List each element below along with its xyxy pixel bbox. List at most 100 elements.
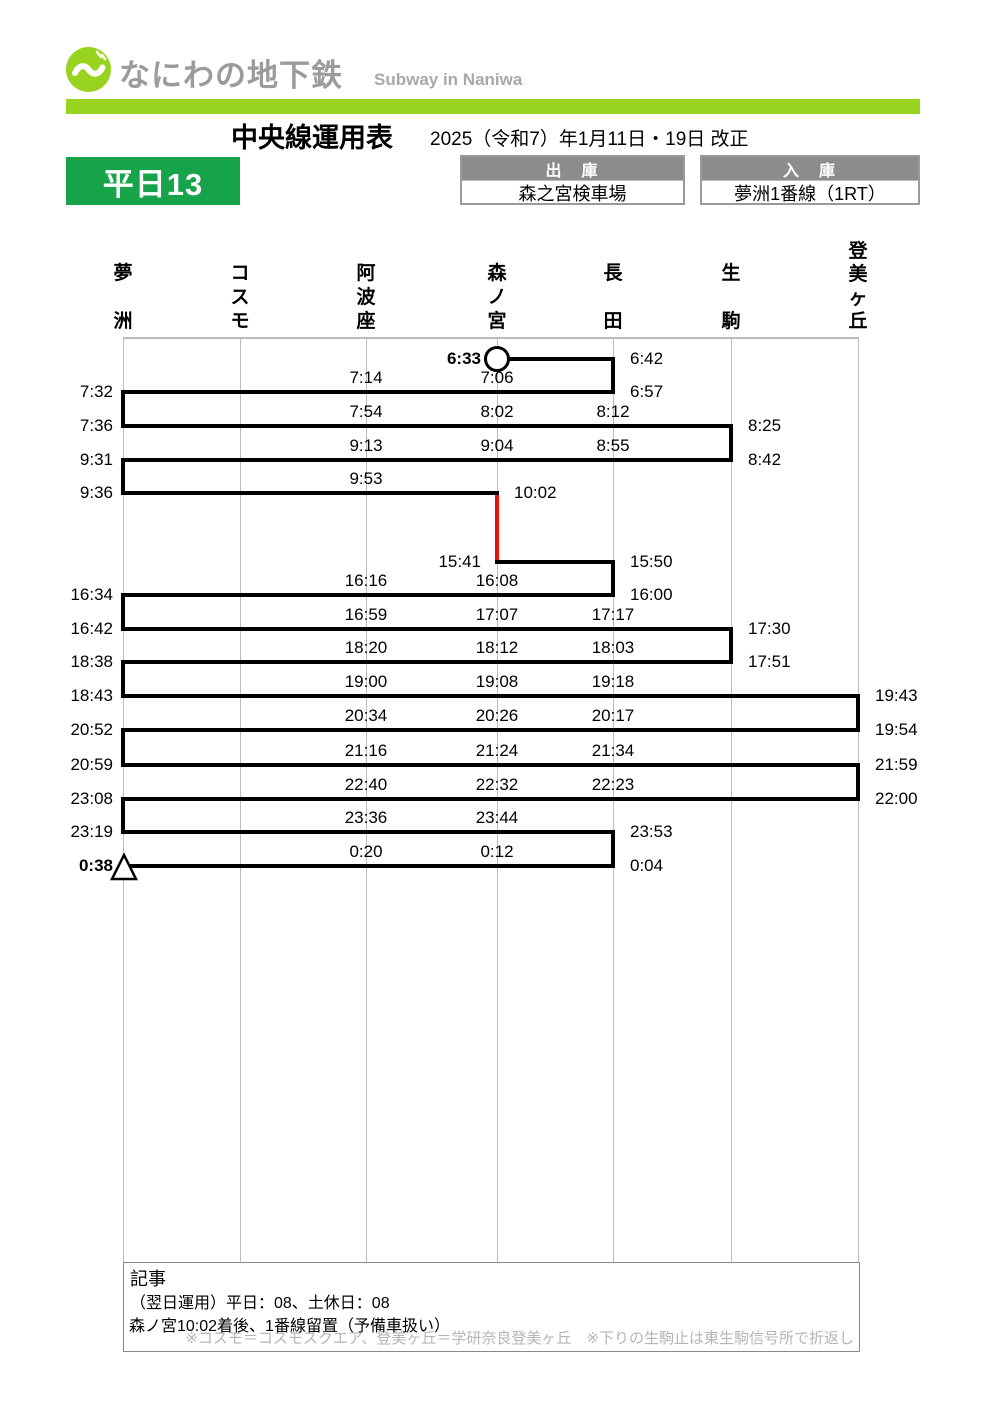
connector-line [121, 458, 125, 495]
time-label: 21:59 [875, 755, 918, 774]
depot-in-header: 入 庫 [702, 157, 918, 180]
run-line [495, 560, 615, 564]
time-label: 0:38 [78, 856, 113, 875]
duty-badge: 平日13 [66, 157, 240, 205]
start-circle-icon [484, 346, 510, 372]
time-label: 21:16 [344, 741, 388, 760]
run-line [121, 627, 733, 631]
station-label: 夢洲 [113, 263, 133, 332]
time-label: 21:24 [475, 741, 519, 760]
connector-line [729, 424, 733, 462]
time-label: 22:32 [475, 775, 519, 794]
run-line [121, 694, 860, 698]
connector-line [121, 797, 125, 834]
time-label: 15:50 [630, 552, 673, 571]
time-label: 23:19 [70, 822, 113, 841]
time-label: 19:43 [875, 686, 918, 705]
time-label: 20:34 [344, 706, 388, 725]
time-label: 18:38 [70, 652, 113, 671]
connector-line [856, 763, 860, 801]
end-triangle-icon [109, 853, 139, 881]
time-label: 16:08 [475, 571, 519, 590]
connector-line [121, 660, 125, 698]
run-line [121, 491, 499, 495]
time-label: 23:08 [70, 789, 113, 808]
connector-line [121, 390, 125, 428]
station-label: 生駒 [721, 263, 741, 332]
time-label: 22:40 [344, 775, 388, 794]
time-label: 23:36 [344, 808, 388, 827]
time-label: 20:59 [70, 755, 113, 774]
time-label: 19:00 [344, 672, 388, 691]
notes-line: 森ノ宮10:02着後、1番線留置（予備車扱い） [129, 1318, 450, 1335]
time-label: 16:42 [70, 619, 113, 638]
time-label: 8:02 [480, 402, 514, 421]
time-label: 7:36 [79, 416, 113, 435]
notes-box: 記事 （翌日運用）平日：08、土休日：08 森ノ宮10:02着後、1番線留置（予… [123, 1262, 860, 1352]
time-label: 23:44 [475, 808, 519, 827]
time-label: 20:52 [70, 720, 113, 739]
page-title: 中央線運用表 [231, 123, 393, 153]
notes-line: （翌日運用）平日：08、土休日：08 [130, 1295, 390, 1312]
notes-title: 記事 [130, 1269, 166, 1289]
time-label: 18:12 [475, 638, 519, 657]
time-label: 9:36 [79, 483, 113, 502]
depot-in-box: 入 庫 夢洲1番線（1RT） [700, 155, 920, 205]
station-label: 登美ヶ丘 [848, 241, 868, 332]
diagram-top-border [123, 337, 858, 339]
depot-out-header: 出 庫 [462, 157, 683, 180]
time-label: 0:12 [480, 842, 514, 861]
brand-name: なにわの地下鉄 [119, 58, 343, 93]
revision-note: 2025（令和7）年1月11日・19日 改正 [430, 129, 749, 150]
time-label: 19:08 [475, 672, 519, 691]
run-line [121, 763, 860, 767]
time-label: 7:32 [79, 382, 113, 401]
time-label: 21:34 [591, 741, 635, 760]
time-label: 16:16 [344, 571, 388, 590]
time-label: 8:42 [748, 450, 782, 469]
time-label: 6:57 [630, 382, 664, 401]
time-label: 10:02 [514, 483, 557, 502]
time-label: 9:53 [349, 469, 383, 488]
time-label: 8:55 [596, 436, 630, 455]
station-label: コスモ [230, 263, 250, 332]
connector-line [121, 728, 125, 767]
connector-line [611, 560, 615, 597]
brand-bar [66, 99, 920, 114]
time-label: 0:04 [630, 856, 664, 875]
time-label: 16:00 [630, 585, 673, 604]
time-label: 19:54 [875, 720, 918, 739]
run-line [121, 728, 860, 732]
run-line [121, 593, 615, 597]
time-label: 8:25 [748, 416, 782, 435]
run-line [121, 424, 733, 428]
time-label: 20:17 [591, 706, 635, 725]
time-label: 0:20 [349, 842, 383, 861]
run-line [121, 864, 615, 868]
time-label: 9:31 [79, 450, 113, 469]
depot-in-value: 夢洲1番線（1RT） [702, 180, 918, 204]
connector-line [856, 694, 860, 732]
run-line [121, 660, 733, 664]
time-label: 22:23 [591, 775, 635, 794]
run-line [121, 390, 615, 394]
time-label: 7:54 [349, 402, 383, 421]
time-label: 23:53 [630, 822, 673, 841]
time-label: 7:14 [349, 368, 383, 387]
run-line [506, 357, 615, 361]
time-label: 16:34 [70, 585, 113, 604]
time-label: 17:30 [748, 619, 791, 638]
station-label: 森ノ宮 [487, 263, 507, 332]
depot-out-box: 出 庫 森之宮検車場 [460, 155, 685, 205]
time-label: 9:13 [349, 436, 383, 455]
time-label: 20:26 [475, 706, 519, 725]
time-label: 17:51 [748, 652, 791, 671]
time-label: 17:07 [475, 605, 519, 624]
time-label: 19:18 [591, 672, 635, 691]
connector-line [611, 830, 615, 868]
layover-line [495, 495, 499, 560]
run-line [121, 830, 615, 834]
connector-line [611, 357, 615, 394]
